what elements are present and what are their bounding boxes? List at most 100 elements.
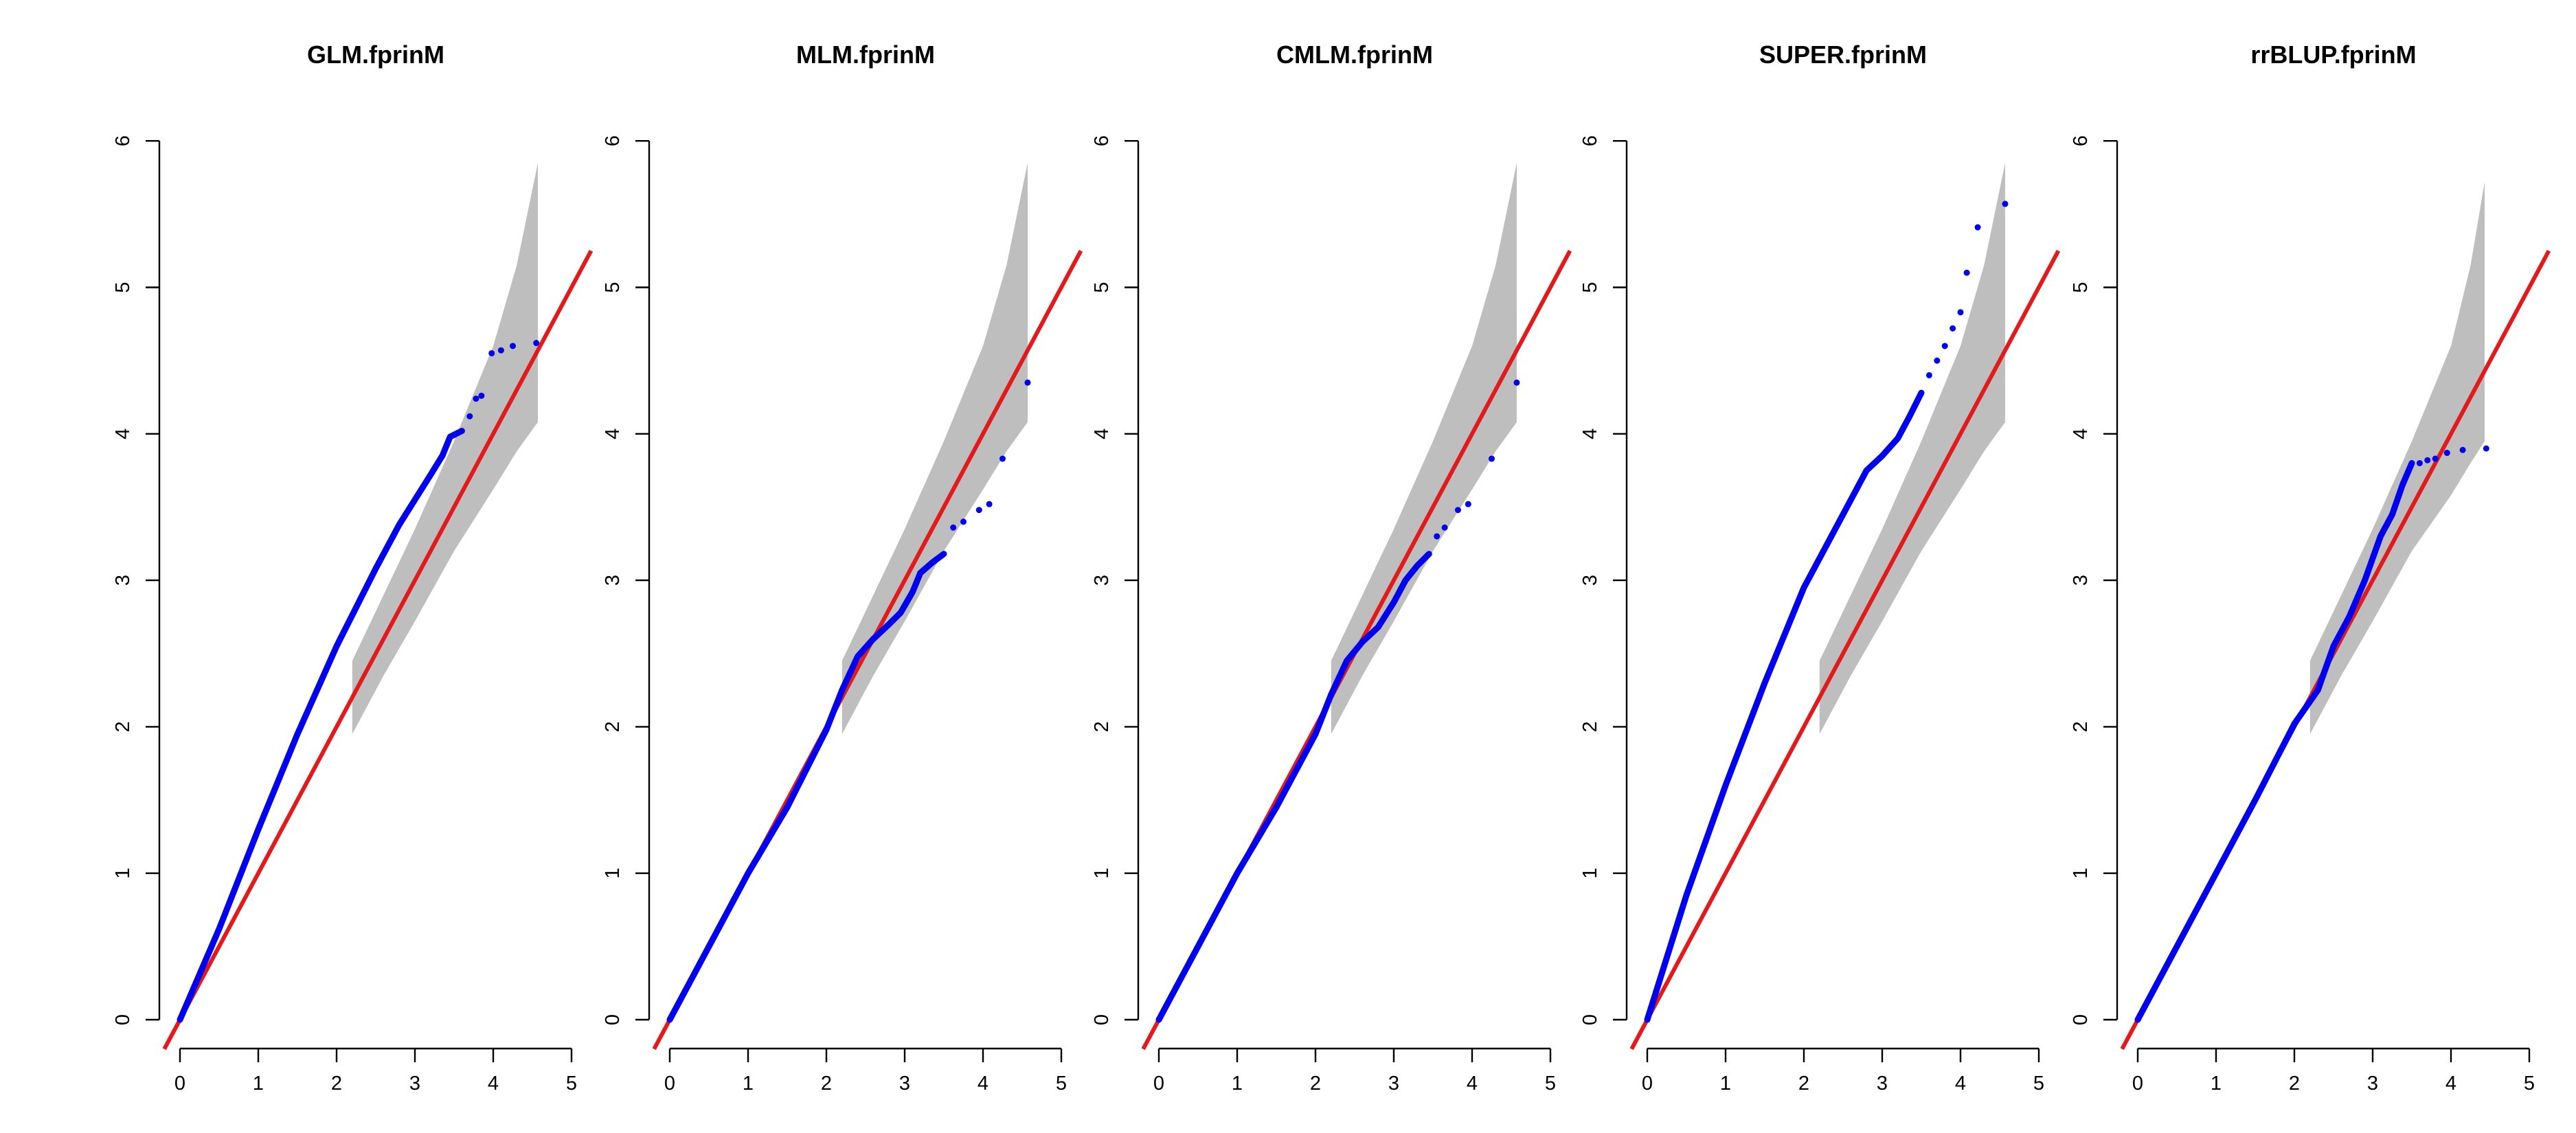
- y-tick-label: 1: [1091, 868, 1113, 879]
- observed-point: [1434, 533, 1440, 540]
- expected-diagonal-line: [1629, 249, 2061, 1051]
- panel-title: GLM.fprinM: [307, 41, 444, 69]
- y-tick-label: 0: [112, 1014, 134, 1025]
- x-tick-label: 1: [743, 1073, 754, 1095]
- x-tick-label: 5: [2033, 1073, 2044, 1095]
- x-tick-label: 1: [2211, 1073, 2222, 1095]
- x-tick-label: 2: [331, 1073, 342, 1095]
- panel-title: rrBLUP.fprinM: [2250, 41, 2416, 69]
- observed-points-dense: [2134, 459, 2415, 1023]
- y-tick-label: 5: [1579, 282, 1601, 293]
- x-tick-label: 1: [1232, 1073, 1243, 1095]
- x-tick-label: 0: [2132, 1073, 2143, 1095]
- y-tick-label: 6: [1579, 135, 1601, 146]
- observed-point: [510, 343, 516, 350]
- x-tick-label: 2: [2289, 1073, 2300, 1095]
- y-tick-label: 1: [2070, 868, 2092, 879]
- observed-point: [1513, 379, 1520, 386]
- observed-point: [1024, 379, 1031, 386]
- y-tick-label: 4: [1579, 428, 1601, 439]
- observed-point: [960, 518, 967, 525]
- qq-panel-1: GLM.fprinM 0 1 2 3 4 5 6 0 1 2 3 4 5: [112, 41, 594, 1095]
- x-tick-label: 4: [1467, 1073, 1478, 1095]
- x-tick-label: 0: [1153, 1073, 1164, 1095]
- y-tick-label: 5: [2070, 282, 2092, 293]
- y-tick-label: 1: [602, 868, 624, 879]
- observed-point: [999, 455, 1006, 462]
- y-tick-label: 2: [1579, 721, 1601, 732]
- observed-points-dense: [177, 428, 465, 1023]
- x-tick-label: 1: [1720, 1073, 1731, 1095]
- observed-points-dense: [666, 551, 947, 1023]
- observed-point: [1934, 357, 1941, 364]
- x-tick-label: 2: [1798, 1073, 1809, 1095]
- y-tick-label: 1: [1579, 868, 1601, 879]
- y-tick-label: 4: [602, 428, 624, 439]
- observed-point: [1941, 343, 1948, 350]
- y-tick-label: 3: [1579, 575, 1601, 586]
- confidence-band: [352, 163, 538, 735]
- observed-point: [1441, 524, 1448, 531]
- x-tick-label: 3: [409, 1073, 420, 1095]
- x-tick-label: 2: [821, 1073, 832, 1095]
- y-tick-label: 3: [602, 575, 624, 586]
- y-tick-label: 5: [602, 282, 624, 293]
- x-tick-label: 3: [1877, 1073, 1888, 1095]
- observed-point: [975, 507, 982, 514]
- y-tick-label: 1: [112, 868, 134, 879]
- y-tick-label: 4: [112, 428, 134, 439]
- confidence-band: [1331, 163, 1517, 735]
- observed-point: [478, 392, 485, 399]
- y-tick-label: 5: [112, 282, 134, 293]
- observed-point: [488, 350, 495, 356]
- observed-point: [2002, 201, 2009, 207]
- y-tick-label: 2: [112, 721, 134, 732]
- observed-point: [473, 396, 479, 402]
- y-tick-label: 6: [112, 135, 134, 146]
- x-tick-label: 3: [2367, 1073, 2378, 1095]
- y-tick-label: 4: [1091, 428, 1113, 439]
- y-tick-label: 3: [2070, 575, 2092, 586]
- observed-point: [533, 340, 540, 347]
- x-tick-label: 4: [1955, 1073, 1966, 1095]
- observed-point: [2424, 457, 2431, 464]
- panel-title: SUPER.fprinM: [1759, 41, 1927, 69]
- y-tick-label: 5: [1091, 282, 1113, 293]
- y-tick-label: 2: [2070, 721, 2092, 732]
- qq-panel-4: SUPER.fprinM 0 1 2 3 4 5 6 0 1 2 3 4 5: [1579, 41, 2061, 1095]
- y-tick-label: 2: [1091, 721, 1113, 732]
- x-tick-label: 0: [1642, 1073, 1653, 1095]
- x-tick-label: 3: [1388, 1073, 1399, 1095]
- observed-point: [950, 524, 957, 531]
- observed-point: [1465, 501, 1471, 507]
- observed-point: [1925, 371, 1932, 378]
- x-tick-label: 3: [899, 1073, 910, 1095]
- y-tick-label: 6: [2070, 135, 2092, 146]
- y-tick-label: 3: [1091, 575, 1113, 586]
- observed-point: [986, 501, 993, 507]
- x-tick-label: 0: [664, 1073, 675, 1095]
- qq-panel-2: MLM.fprinM 0 1 2 3 4 5 6 0 1 2 3 4 5: [602, 41, 1083, 1095]
- observed-point: [1950, 325, 1956, 332]
- y-tick-label: 0: [2070, 1014, 2092, 1025]
- x-tick-label: 1: [253, 1073, 264, 1095]
- x-tick-label: 4: [488, 1073, 499, 1095]
- x-tick-label: 5: [1545, 1073, 1556, 1095]
- confidence-band: [1819, 163, 2005, 735]
- x-tick-label: 5: [2524, 1073, 2535, 1095]
- observed-point: [497, 347, 504, 354]
- observed-point: [1489, 455, 1495, 462]
- y-tick-label: 0: [1091, 1014, 1113, 1025]
- y-tick-label: 0: [1579, 1014, 1601, 1025]
- observed-point: [466, 413, 473, 420]
- panel-title: MLM.fprinM: [796, 41, 935, 69]
- observed-point: [1963, 269, 1970, 276]
- observed-point: [1974, 224, 1981, 231]
- panel-title: CMLM.fprinM: [1276, 41, 1433, 69]
- qq-panel-3: CMLM.fprinM 0 1 2 3 4 5 6 0 1 2 3 4 5: [1091, 41, 1572, 1095]
- x-tick-label: 2: [1310, 1073, 1321, 1095]
- observed-point: [1454, 507, 1461, 514]
- x-tick-label: 4: [2445, 1073, 2456, 1095]
- observed-points-dense: [1155, 551, 1432, 1023]
